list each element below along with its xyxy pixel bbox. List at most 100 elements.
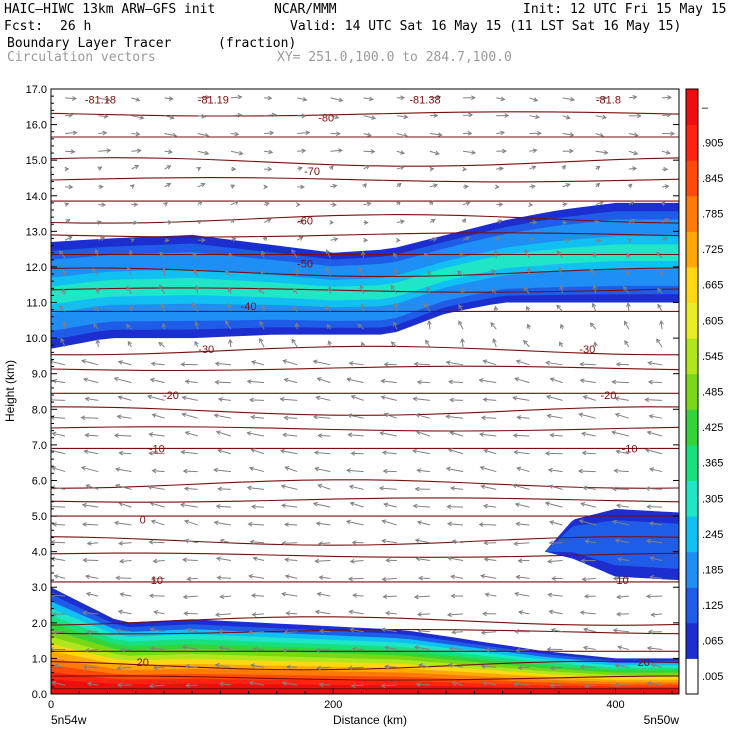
wind-vector-head (213, 520, 219, 526)
y-tick-label: 16.0 (26, 120, 47, 132)
wind-vector-head (186, 627, 192, 633)
wind-vector (348, 414, 364, 419)
wind-vector-head (363, 220, 369, 225)
wind-vector (513, 434, 530, 437)
wind-vector (65, 97, 76, 100)
wind-vector-head (159, 284, 164, 290)
colorbar-label: .125 (702, 600, 723, 612)
wind-vector (349, 485, 364, 490)
wind-vector (248, 631, 265, 634)
wind-vector (158, 342, 165, 348)
y-tick-label: 0.0 (32, 689, 47, 701)
wind-vector-head (119, 647, 125, 653)
wind-vector-head (363, 237, 369, 243)
wind-vector (583, 487, 596, 490)
wind-vector-head (230, 184, 236, 189)
wind-vector (484, 449, 497, 455)
wind-vector-head (360, 250, 366, 256)
wind-vector (550, 434, 563, 437)
wind-vector (51, 594, 66, 597)
wind-vector-head (593, 341, 598, 347)
wind-vector (82, 504, 99, 508)
wind-vector (589, 268, 597, 277)
wind-vector (417, 381, 430, 384)
wind-vector-head (460, 287, 466, 293)
wind-vector-head (204, 150, 210, 156)
wind-vector (516, 360, 530, 366)
wind-vector-head (579, 378, 585, 384)
wind-vector (428, 321, 431, 330)
wind-vector (93, 323, 99, 330)
wind-vector-head (383, 645, 389, 651)
wind-vector (595, 133, 604, 137)
wind-vector (559, 267, 564, 277)
wind-vector-head (511, 483, 517, 489)
wind-vector (358, 267, 365, 277)
wind-vector (250, 541, 265, 544)
wind-vector-head (215, 556, 221, 562)
wind-vector-head (383, 664, 389, 670)
wind-vector (52, 432, 66, 437)
wind-vector (381, 396, 397, 401)
contour-line (51, 232, 679, 238)
wind-vector (384, 503, 397, 508)
wind-vector-head (348, 484, 354, 490)
wind-vector-head (349, 501, 355, 507)
wind-vector-head (83, 449, 89, 455)
wind-vector-head (213, 467, 219, 473)
wind-vector (251, 416, 265, 419)
wind-vector (197, 183, 205, 188)
wind-vector-head (262, 236, 268, 241)
wind-vector-head (365, 165, 371, 170)
wind-vector-head (125, 324, 131, 329)
wind-vector-head (327, 285, 333, 291)
wind-vector-head (348, 361, 354, 366)
wind-vector-head (448, 646, 454, 652)
wind-vector-head (336, 131, 341, 137)
wind-vector (285, 575, 298, 579)
wind-vector-head (526, 323, 532, 329)
wind-vector (249, 467, 265, 473)
wind-vector-head (614, 412, 620, 418)
wind-vector-head (129, 238, 135, 243)
wind-vector-head (219, 594, 225, 600)
contour-label: -30 (198, 344, 214, 356)
wind-vector-head (282, 432, 288, 438)
colorbar-label: .785 (702, 209, 723, 221)
wind-vector-head (279, 448, 285, 454)
wind-vector (581, 432, 596, 437)
wind-vector (529, 165, 536, 170)
wind-vector (126, 286, 132, 294)
wind-vector (149, 595, 165, 597)
wind-vector (59, 305, 66, 312)
wind-vector (582, 577, 596, 580)
wind-vector (381, 628, 397, 633)
wind-vector-head (450, 486, 455, 491)
wind-vector-head (649, 556, 655, 561)
wind-vector (579, 520, 596, 526)
wind-vector-head (549, 377, 555, 382)
wind-vector-head (231, 166, 237, 172)
wind-vector-head (667, 95, 672, 100)
wind-vector (215, 362, 231, 366)
wind-vector-head (80, 415, 86, 421)
wind-vector-head (165, 237, 170, 243)
wind-vector-head (152, 558, 158, 564)
wind-vector-head (545, 360, 551, 366)
wind-vector (217, 449, 232, 455)
wind-vector-head (624, 339, 629, 345)
wind-vector (251, 449, 265, 455)
y-axis-title: Height (km) (3, 360, 17, 422)
wind-vector (59, 250, 66, 259)
colorbar-swatch (686, 409, 698, 446)
wind-vector-head (400, 95, 406, 101)
wind-vector-head (295, 202, 301, 208)
wind-vector (282, 682, 298, 686)
wind-vector-head (663, 237, 669, 242)
wind-vector-head (393, 268, 399, 274)
wind-vector (197, 96, 210, 99)
wind-vector-head (68, 184, 74, 190)
wind-vector-head (535, 114, 541, 120)
wind-vector-head (383, 362, 389, 367)
wind-vector-head (659, 319, 664, 325)
